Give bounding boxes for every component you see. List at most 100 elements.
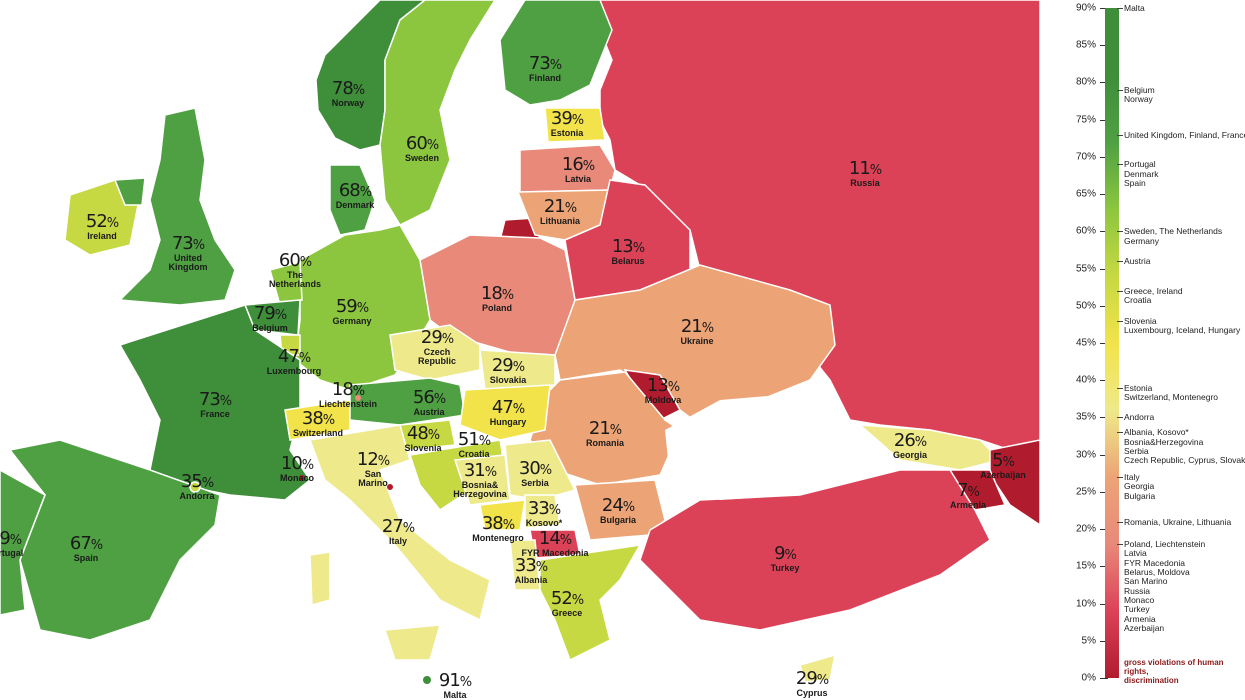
map-label-value: 10% [280,455,314,473]
map-label-number: 35 [180,471,203,492]
map-label-san-marino: 12% San Marino [356,449,390,489]
map-label-number: 18 [480,283,503,304]
map-label-country: Georgia [892,450,928,460]
scale-entry-marker [1117,89,1123,91]
country-france [118,304,312,501]
percent-sign: % [9,533,22,548]
map-label-value: 52% [85,211,119,232]
country-name-line: Netherlands [268,279,322,290]
country-name-line: Italy [388,536,408,546]
map-label-value: 12% [356,449,390,470]
scale-entry-line: FYR Macedonia [1124,557,1185,568]
scale-tick-mark [1100,8,1108,9]
country-name-line: Czech [423,347,451,357]
map-label-france: 73% France [199,391,232,419]
scale-entry-line: Serbia [1124,446,1149,457]
scale-entry-marker [1117,290,1123,292]
map-label-number: 51 [457,429,480,450]
map-label-value: 68% [336,182,375,200]
percent-sign: % [914,435,927,450]
map-label-country: Finland [529,73,561,83]
percent-sign: % [869,163,882,178]
map-label-value: 59% [332,298,371,316]
country-switzerland [284,399,351,441]
map-label-country: Albania [515,575,548,585]
percent-sign: % [106,216,119,231]
black-sea [665,395,870,500]
scale-tick-label: 90% [1075,2,1096,14]
map-label-country: Ireland [86,231,118,241]
scale-entry-line: Romania, Ukraine, Lithuania [1124,516,1232,527]
scale-entry-line: Azerbaijan [1124,623,1165,634]
map-label-value: 30% [519,460,552,478]
map-label-country: Liechtenstein [319,399,377,409]
scale-entry-marker [1117,477,1123,478]
map-label-montenegro: 38% Montenegro [472,515,524,543]
map-label-spain: 67% Spain [70,535,103,563]
map-label-country: Malta [439,690,471,700]
country-bosnia [453,454,511,506]
map-label-finland: 73% Finland [529,55,562,83]
scale-entry-marker [1117,544,1123,545]
map-label-moldova: 13% Moldova [645,377,682,405]
scale-entry: United Kingdom, Finland, France [1124,130,1245,140]
map-label-number: 60 [405,133,428,154]
scale-entry-line: Sweden, The Netherlands [1124,226,1223,237]
map-label-italy: 27% Italy [382,518,415,546]
country-name-line: San [364,469,382,479]
country-name-line: Georgia [892,450,928,460]
country-name-line: Ireland [87,231,117,241]
scale-entry-line: Greece, Ireland [1124,285,1183,296]
scale-tick-mark [1100,678,1108,679]
percent-sign: % [549,58,562,73]
map-label-country: The Netherlands [268,270,322,290]
map-label-value: 33% [526,500,563,518]
country-name-line: Ukraine [680,336,714,346]
scale-tick-label: 20% [1075,523,1096,535]
map-label-country: Turkey [770,563,800,573]
scale-tick-mark [1100,119,1108,121]
map-label-latvia: 16% Latvia [562,156,595,184]
percent-sign: % [433,392,446,407]
percent-sign: % [816,673,829,688]
scale-entry-marker [1117,320,1123,322]
scale-tick-label: 50% [1075,300,1096,312]
map-label-country: Denmark [336,200,375,210]
percent-sign: % [512,360,525,375]
map-label-value: 5% [980,452,1026,470]
scale-entry: Estonia Switzerland, Montenegro [1124,383,1218,403]
map-label-ireland: 52% Ireland [85,211,119,241]
scale-tick-mark [1100,268,1108,270]
country-name-line: Austria [413,407,445,417]
percent-sign: % [501,288,514,303]
percent-sign: % [201,476,214,491]
scale-entry: Slovenia Luxembourg, Iceland, Hungary [1124,316,1240,336]
scale-entry-line: Belgium [1124,84,1155,95]
scale-entry-line: Bulgaria [1124,490,1156,501]
country-name-line: Andorra [179,491,215,501]
country-montenegro [479,499,526,531]
map-label-country: Hungary [490,417,527,427]
country-name-line: Slovakia [489,375,527,385]
map-label-number: 52 [550,588,573,609]
map-label-number: 68 [338,180,361,201]
scale-tick-label: 5% [1081,635,1096,647]
scale-tick-label: 15% [1075,560,1096,572]
percent-sign: % [622,500,635,515]
map-label-number: 12 [356,449,379,470]
map-label-value: 31% [453,462,507,480]
map-label-value: 47% [490,399,527,417]
country-name-line: Turkey [770,563,800,573]
map-label-belarus: 13% Belarus [611,238,645,266]
map-label-andorra: 35% Andorra [179,473,214,501]
percent-sign: % [548,503,561,518]
percent-sign: % [298,351,311,366]
percent-sign: % [559,533,572,548]
percent-sign: % [1002,455,1015,470]
map-label-number: 52 [85,211,108,232]
scale-color-bar [1105,8,1119,678]
map-label-croatia: 51% Croatia [457,429,491,459]
scale-entry-line: Russia [1124,585,1150,596]
percent-sign: % [352,83,365,98]
map-label-value: 69% [0,530,23,548]
